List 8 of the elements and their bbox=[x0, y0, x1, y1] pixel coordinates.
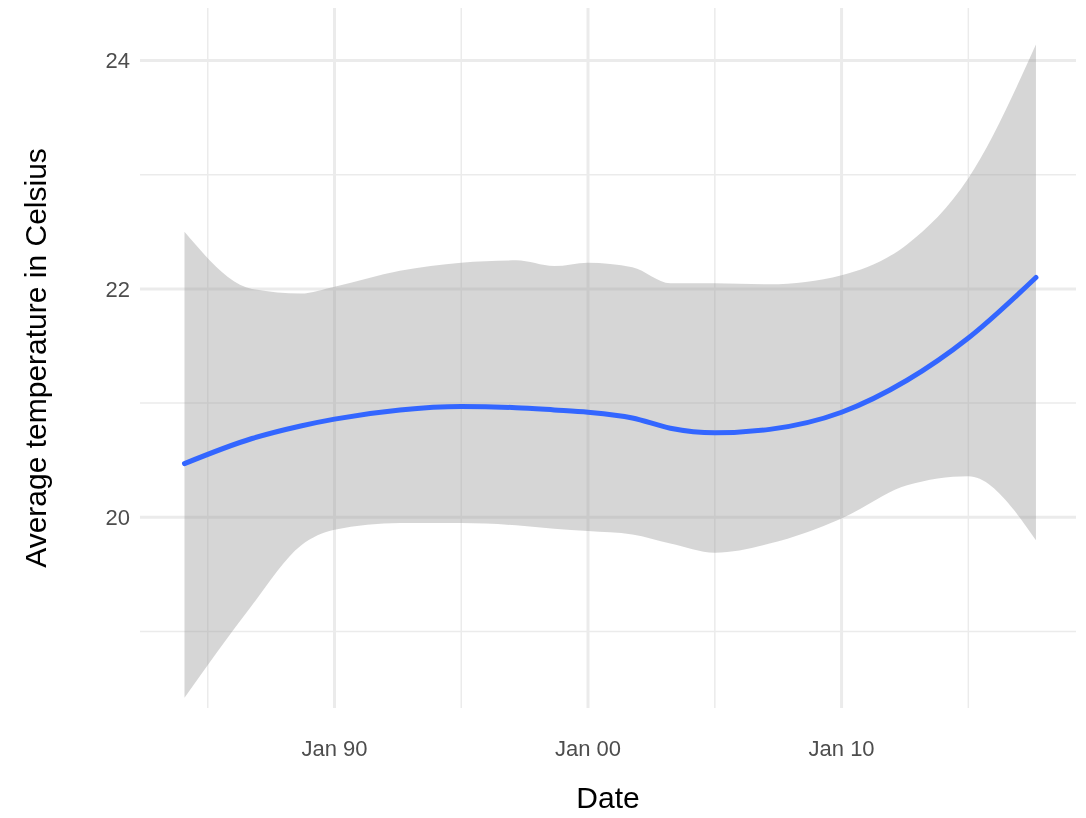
y-tick-label: 20 bbox=[105, 505, 130, 530]
x-tick-label: Jan 90 bbox=[301, 736, 368, 761]
x-tick-label: Jan 10 bbox=[808, 736, 875, 761]
x-tick-label: Jan 00 bbox=[554, 736, 622, 761]
x-axis-title: Date bbox=[576, 781, 640, 814]
y-tick-label: 22 bbox=[105, 276, 130, 302]
y-axis-title: Average temperature in Celsius bbox=[19, 148, 52, 568]
y-tick-label: 24 bbox=[105, 48, 130, 74]
